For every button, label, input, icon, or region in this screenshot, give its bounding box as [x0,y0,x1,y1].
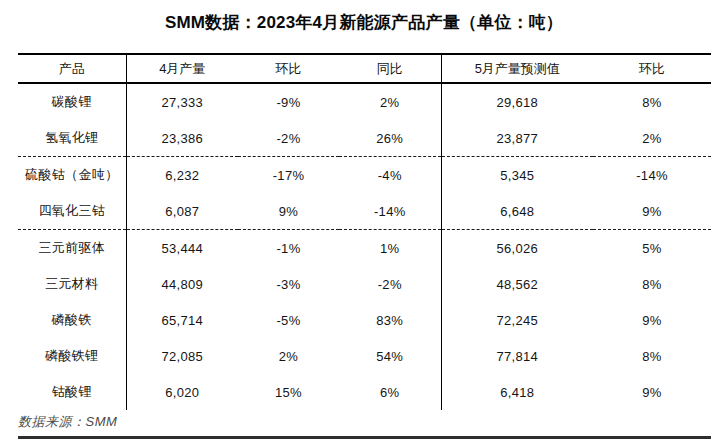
page-title: SMM数据：2023年4月新能源产品产量（单位：吨） [0,11,728,34]
value-cell: 6,020 [126,374,238,410]
value-cell: 72,245 [441,302,593,338]
value-cell: 6,418 [441,374,593,410]
value-cell: -5% [238,302,339,338]
value-cell: 53,444 [126,230,238,267]
table-row: 碳酸锂27,333-9%2%29,6188% [18,83,711,120]
value-cell: 15% [238,374,339,410]
value-cell: 2% [593,120,711,157]
product-cell: 磷酸铁 [18,302,126,338]
value-cell: 29,618 [441,83,593,120]
value-cell: 8% [593,338,711,374]
table-row: 硫酸钴（金吨）6,232-17%-4%5,345-14% [18,157,711,194]
value-cell: 2% [238,338,339,374]
product-cell: 硫酸钴（金吨） [18,157,126,194]
value-cell: 5,345 [441,157,593,194]
table-row: 磷酸铁65,714-5%83%72,2459% [18,302,711,338]
table-row: 磷酸铁锂72,0852%54%77,8148% [18,338,711,374]
value-cell: 77,814 [441,338,593,374]
value-cell: -14% [339,193,441,230]
value-cell: 5% [593,230,711,267]
value-cell: 9% [593,374,711,410]
product-cell: 四氧化三钴 [18,193,126,230]
value-cell: 6,648 [441,193,593,230]
column-header-may-forecast: 5月产量预测值 [441,54,593,83]
value-cell: -14% [593,157,711,194]
value-cell: -9% [238,83,339,120]
value-cell: 8% [593,83,711,120]
table-body: 碳酸锂27,333-9%2%29,6188%氢氧化锂23,386-2%26%23… [18,83,711,410]
value-cell: 6,232 [126,157,238,194]
value-cell: 54% [339,338,441,374]
product-cell: 氢氧化锂 [18,120,126,157]
value-cell: -1% [238,230,339,267]
column-header-april-output: 4月产量 [126,54,238,83]
table-header: 产品 4月产量 环比 同比 5月产量预测值 环比 [18,54,711,83]
table-row: 钴酸锂6,02015%6%6,4189% [18,374,711,410]
value-cell: 65,714 [126,302,238,338]
value-cell: 23,386 [126,120,238,157]
production-table: 产品 4月产量 环比 同比 5月产量预测值 环比 碳酸锂27,333-9%2%2… [18,53,711,410]
table-row: 三元前驱体53,444-1%1%56,0265% [18,230,711,267]
value-cell: 6,087 [126,193,238,230]
value-cell: 6% [339,374,441,410]
product-cell: 三元前驱体 [18,230,126,267]
header-row: 产品 4月产量 环比 同比 5月产量预测值 环比 [18,54,711,83]
value-cell: 44,809 [126,266,238,302]
value-cell: 26% [339,120,441,157]
value-cell: 9% [593,193,711,230]
table-row: 氢氧化锂23,386-2%26%23,8772% [18,120,711,157]
value-cell: 9% [238,193,339,230]
product-cell: 钴酸锂 [18,374,126,410]
report-page: SMM数据：2023年4月新能源产品产量（单位：吨） 产品 4月产量 环比 同比… [0,0,728,447]
table-row: 四氧化三钴6,0879%-14%6,6489% [18,193,711,230]
value-cell: 23,877 [441,120,593,157]
column-header-product: 产品 [18,54,126,83]
value-cell: 2% [339,83,441,120]
value-cell: -3% [238,266,339,302]
product-cell: 三元材料 [18,266,126,302]
value-cell: 1% [339,230,441,267]
table-row: 三元材料44,809-3%-2%48,5628% [18,266,711,302]
column-header-yoy: 同比 [339,54,441,83]
value-cell: 9% [593,302,711,338]
value-cell: 8% [593,266,711,302]
value-cell: -2% [339,266,441,302]
value-cell: 48,562 [441,266,593,302]
value-cell: -4% [339,157,441,194]
column-header-mom-2: 环比 [593,54,711,83]
value-cell: -2% [238,120,339,157]
value-cell: 56,026 [441,230,593,267]
product-cell: 磷酸铁锂 [18,338,126,374]
column-header-mom: 环比 [238,54,339,83]
value-cell: 27,333 [126,83,238,120]
value-cell: 72,085 [126,338,238,374]
product-cell: 碳酸锂 [18,83,126,120]
bottom-divider [18,436,711,439]
data-source-note: 数据来源：SMM [18,413,117,431]
value-cell: -17% [238,157,339,194]
value-cell: 83% [339,302,441,338]
